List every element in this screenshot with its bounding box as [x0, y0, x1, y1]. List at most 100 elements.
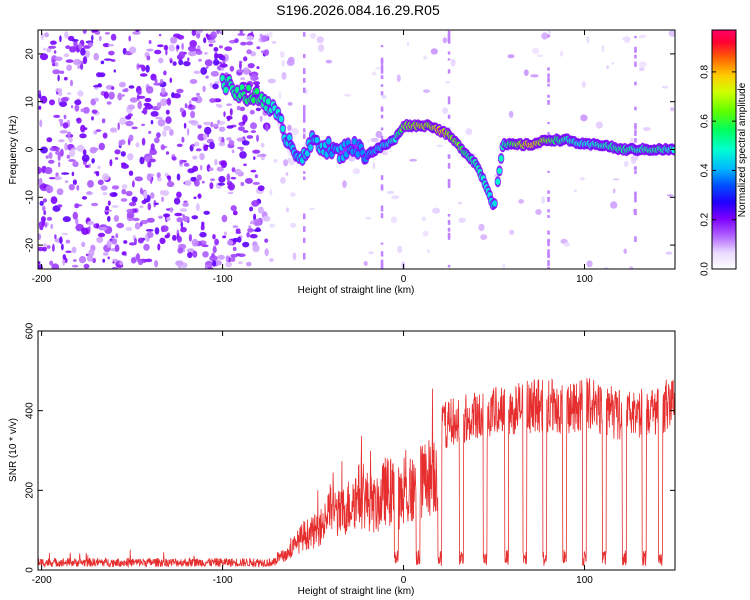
spectrogram-cell [246, 261, 252, 267]
spectrogram-cell [251, 97, 256, 104]
spectrogram-cell [391, 195, 400, 200]
spectrogram-cell [125, 120, 134, 127]
spectrogram-cell [523, 69, 529, 76]
spectrogram-cell [495, 178, 501, 185]
spectrogram-cell [250, 31, 254, 37]
spectrogram-cell [74, 203, 80, 209]
spectrogram-cell [260, 35, 268, 42]
spectrogram-cell [112, 192, 118, 197]
spectrogram-cell [100, 226, 108, 231]
spectrogram-cell [81, 154, 90, 162]
spectrogram-cell [217, 119, 220, 125]
spectrogram-cell [232, 210, 238, 216]
spectrogram-cell [96, 72, 103, 78]
spectrogram-cell [629, 266, 634, 269]
spectrogram-cell [176, 143, 183, 147]
spectrogram-cell [610, 201, 618, 209]
spectrogram-cell [44, 167, 53, 175]
spectrogram-cell [279, 51, 285, 58]
spectrogram-cell [240, 181, 245, 187]
spectrogram-cell [169, 129, 174, 136]
spectrogram-cell [634, 106, 637, 111]
spectrogram-cell [154, 49, 162, 55]
spectrogram-cell [230, 176, 237, 180]
spectrogram-cell [156, 132, 161, 139]
spectrogram-cell [139, 187, 143, 195]
spectrogram-cell [44, 32, 49, 38]
spectrogram-cell [125, 115, 132, 120]
spectrogram-cell [111, 86, 115, 90]
spectrogram-cell [380, 64, 384, 71]
spectrogram-cell [146, 217, 155, 223]
spectrogram-cell [634, 166, 637, 169]
spectrogram-cell [367, 139, 370, 143]
spectrogram-cell [109, 127, 118, 133]
spectrogram-cell [154, 137, 160, 144]
spectrogram-cell [634, 197, 637, 203]
colorbar: 0.0 0.2 0.4 0.6 0.8 Normalized spectral ampl… [700, 29, 748, 276]
spectrogram-cell [41, 218, 46, 227]
spectrogram-cell [303, 68, 306, 75]
spectrogram-cell [518, 199, 525, 204]
spectrogram-cell [82, 30, 87, 34]
spectrogram-cell [303, 87, 306, 93]
spectrogram-cell [98, 142, 106, 151]
spectrogram-cell [236, 69, 245, 73]
x-tick-label: -200 [32, 274, 52, 285]
spectrogram-cell [223, 111, 226, 117]
spectrogram-cell [121, 188, 126, 195]
spectrogram-cell [131, 126, 138, 130]
spectrogram-cell [547, 83, 550, 87]
colorbar-gradient [711, 29, 737, 270]
spectrogram-cell [227, 191, 234, 195]
spectrogram-cell [219, 63, 228, 68]
spectrogram-cell [252, 181, 260, 185]
spectrogram-cell [253, 229, 262, 232]
spectrogram-cell [216, 166, 224, 172]
spectrogram-cell [286, 58, 295, 66]
spectrogram-cell [247, 227, 254, 233]
spectrogram-cell [580, 114, 588, 122]
spectrogram-cell [196, 32, 201, 39]
spectrogram-cell [242, 114, 248, 123]
spectrogram-cell [579, 177, 585, 181]
spectrogram-cell [71, 246, 77, 254]
spectrogram-cell [87, 221, 95, 225]
spectrogram-cell [547, 197, 550, 200]
spectrogram-cell [136, 95, 146, 99]
spectrogram-cell [380, 91, 384, 96]
spectrogram-cell [102, 192, 108, 196]
y-tick-label: 200 [25, 482, 36, 499]
spectrogram-cell [218, 45, 223, 49]
spectrogram-cell [45, 185, 54, 194]
spectrogram-cell [50, 196, 58, 205]
spectrogram-cell [226, 103, 233, 106]
spectrogram-cell [193, 196, 197, 200]
spectrogram-cell [119, 261, 123, 266]
spectrogram-cell [125, 226, 133, 231]
spectrogram-cell [218, 142, 226, 147]
spectrogram-cell [97, 179, 104, 186]
spectrogram-cell [573, 189, 577, 193]
spectrogram-cell [166, 97, 172, 106]
spectrogram-cell [117, 122, 120, 131]
spectrogram-cell [213, 47, 219, 52]
spectrogram-cell [465, 128, 473, 136]
spectrogram-cell [278, 115, 284, 123]
spectrogram-cell [173, 197, 181, 205]
y-tick-label: 600 [25, 322, 36, 339]
spectrogram-cell [212, 260, 217, 267]
spectrogram-cell [200, 67, 208, 75]
spectrogram-cell [122, 88, 129, 93]
spectrogram-cell [447, 30, 451, 36]
spectrogram-cell [154, 202, 159, 205]
spectrogram-cell [179, 208, 188, 212]
y-tick-label: 10 [25, 96, 36, 108]
spectrogram-cell [380, 75, 384, 79]
spectrogram-cell [129, 97, 138, 103]
spectrogram-cell [108, 43, 114, 47]
spectrogram-cell [447, 96, 451, 103]
spectrogram-cell [364, 216, 372, 220]
spectrogram-cell [81, 241, 86, 248]
spectrogram-cell [201, 221, 205, 227]
